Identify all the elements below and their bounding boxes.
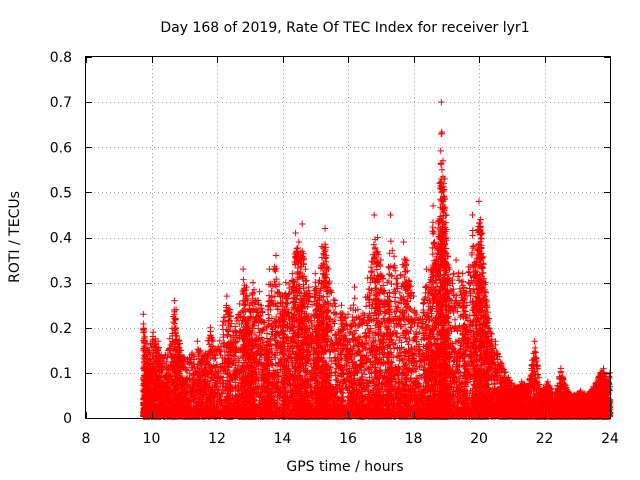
data-point: [240, 276, 247, 283]
data-point: [194, 338, 201, 345]
data-point: [171, 297, 178, 304]
data-point: [298, 220, 306, 228]
data-point: [256, 288, 263, 295]
data-point: [290, 277, 297, 285]
data-point: [149, 329, 157, 336]
data-point: [294, 244, 301, 252]
data-point: [292, 229, 299, 237]
data-point: [145, 384, 152, 391]
data-point: [235, 359, 243, 366]
data-point: [250, 286, 258, 293]
data-point: [140, 326, 147, 333]
data-point: [289, 270, 296, 277]
grid: [86, 57, 610, 418]
data-point: [142, 376, 149, 384]
data-point: [295, 238, 303, 246]
data-point: [223, 292, 231, 300]
data-point: [146, 389, 154, 396]
data-point: [207, 328, 214, 335]
data-point: [312, 270, 319, 277]
data-point: [141, 333, 149, 340]
data-point: [240, 302, 248, 309]
data-point: [249, 279, 257, 286]
data-point: [240, 265, 247, 273]
data-point: [282, 279, 289, 286]
data-point: [210, 355, 218, 363]
data-point: [141, 381, 149, 388]
data-point: [272, 252, 280, 259]
data-point: [140, 311, 147, 318]
data-points: [140, 98, 614, 420]
